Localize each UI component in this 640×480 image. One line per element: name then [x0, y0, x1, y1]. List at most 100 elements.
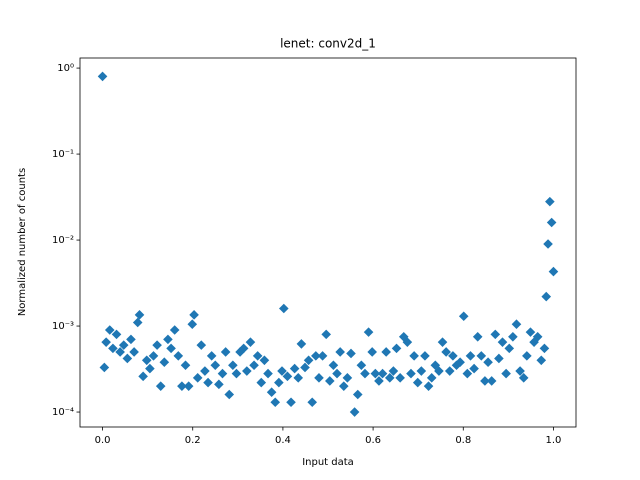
- marker: [242, 366, 252, 376]
- marker: [402, 337, 413, 347]
- marker: [101, 337, 111, 347]
- marker: [441, 347, 451, 357]
- x-tick-label: 0.0: [95, 435, 111, 446]
- marker: [529, 337, 539, 347]
- marker: [210, 360, 221, 371]
- marker: [277, 366, 287, 376]
- y-tick-label: 10⁻⁴: [52, 407, 74, 418]
- y-tick-label: 10⁰: [57, 63, 74, 74]
- marker: [282, 371, 293, 382]
- marker: [352, 389, 363, 400]
- marker: [360, 368, 370, 379]
- marker: [224, 389, 235, 400]
- marker: [395, 373, 405, 383]
- marker: [469, 363, 479, 374]
- marker: [455, 357, 465, 367]
- marker: [370, 368, 381, 379]
- marker: [501, 368, 511, 379]
- marker: [296, 339, 307, 349]
- y-axis-label: Normalized number of counts: [17, 168, 28, 316]
- marker: [321, 329, 331, 340]
- marker: [303, 355, 314, 366]
- marker: [187, 319, 198, 330]
- marker: [177, 381, 187, 391]
- marker: [152, 340, 162, 350]
- marker: [548, 266, 559, 277]
- x-tick-label: 0.2: [185, 435, 201, 446]
- marker: [363, 327, 374, 337]
- marker: [448, 351, 458, 361]
- marker: [256, 377, 267, 388]
- marker: [138, 371, 148, 382]
- marker: [220, 347, 231, 357]
- x-axis-label: Input data: [302, 457, 354, 468]
- marker: [325, 376, 335, 386]
- marker: [541, 291, 552, 302]
- marker: [409, 351, 419, 361]
- marker: [532, 331, 543, 342]
- marker: [480, 376, 490, 386]
- marker: [169, 325, 180, 335]
- marker: [266, 387, 277, 398]
- marker: [228, 360, 238, 371]
- marker: [508, 331, 518, 342]
- marker: [391, 343, 402, 354]
- marker: [384, 373, 395, 383]
- marker: [311, 351, 321, 361]
- marker: [200, 366, 210, 376]
- x-tick-label: 0.6: [365, 435, 381, 446]
- x-tick-label: 0.4: [275, 435, 291, 446]
- marker: [342, 373, 353, 383]
- marker: [522, 351, 532, 361]
- marker: [115, 347, 125, 357]
- marker: [545, 196, 555, 207]
- marker: [196, 340, 207, 350]
- marker: [346, 348, 356, 359]
- marker: [536, 355, 547, 366]
- marker: [126, 334, 136, 345]
- marker: [525, 327, 536, 337]
- marker: [444, 366, 455, 376]
- marker: [206, 351, 217, 361]
- marker: [274, 377, 284, 388]
- marker: [451, 360, 462, 371]
- marker: [367, 347, 377, 357]
- marker: [328, 360, 339, 371]
- marker: [132, 317, 143, 328]
- marker: [238, 343, 249, 354]
- marker: [270, 397, 281, 408]
- marker: [434, 366, 444, 376]
- marker: [504, 343, 515, 354]
- marker: [546, 217, 557, 228]
- marker: [245, 337, 256, 347]
- marker: [416, 366, 427, 376]
- marker: [420, 351, 430, 361]
- marker: [148, 351, 159, 361]
- marker: [252, 351, 263, 361]
- marker: [155, 381, 166, 391]
- marker: [189, 310, 199, 320]
- marker: [159, 357, 170, 367]
- marker: [412, 377, 423, 388]
- marker: [214, 379, 224, 390]
- marker: [118, 340, 129, 350]
- marker: [293, 373, 304, 383]
- marker: [314, 373, 324, 383]
- marker: [180, 360, 191, 371]
- marker: [259, 355, 270, 366]
- marker: [134, 310, 145, 320]
- marker: [249, 360, 259, 371]
- marker: [335, 347, 345, 357]
- marker: [423, 381, 434, 391]
- marker: [490, 329, 501, 340]
- marker: [173, 351, 184, 361]
- x-tick-label: 0.8: [455, 435, 471, 446]
- marker: [458, 311, 469, 322]
- marker: [300, 362, 310, 373]
- marker: [307, 397, 318, 408]
- y-tick-label: 10⁻³: [52, 321, 74, 332]
- marker: [356, 360, 367, 371]
- marker: [465, 351, 476, 361]
